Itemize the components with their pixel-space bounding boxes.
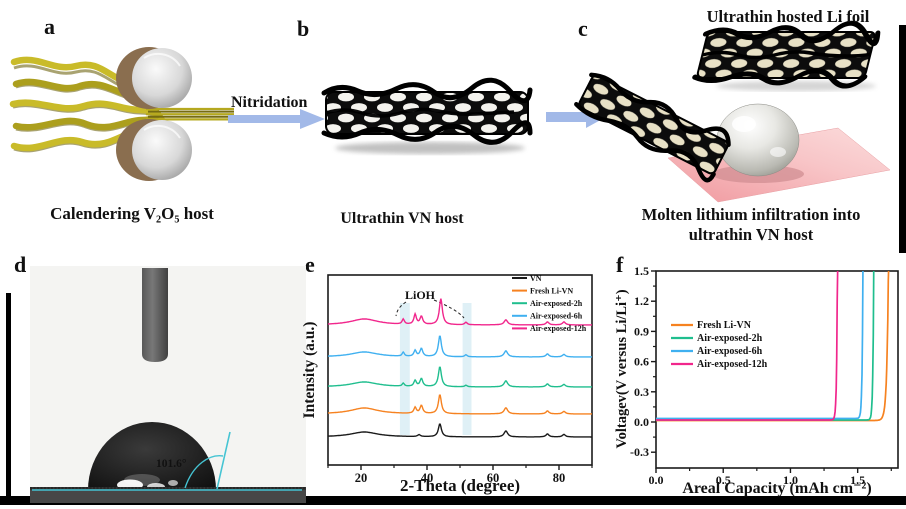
caption-c-line1: Molten lithium infiltration into xyxy=(641,205,861,224)
legend-label: Air-exposed-12h xyxy=(530,324,587,333)
xrd-series-VN xyxy=(328,423,592,438)
nitridation-arrow xyxy=(228,109,325,129)
cv-series-Air-exposed-2h xyxy=(656,271,875,421)
calendering-illustration xyxy=(9,47,234,181)
liOH-highlight-band xyxy=(462,303,472,435)
xrd-xlabel: 2-Theta (degree) xyxy=(400,476,520,495)
tangent-line-annotation xyxy=(216,431,231,490)
dome-highlight xyxy=(168,480,178,486)
nitridation-label: Nitridation xyxy=(231,94,308,111)
xrd-ylabel: Intensity (a.u.) xyxy=(301,322,318,419)
y-tick-label: 1.5 xyxy=(634,264,649,278)
panel-label-d: d xyxy=(14,252,27,277)
panel-label-b: b xyxy=(297,16,310,41)
calender-roller-bottom xyxy=(116,119,192,181)
figure-border-bottom xyxy=(0,496,906,505)
title-c: Ultrathin hosted Li foil xyxy=(706,7,870,26)
annotation-leader xyxy=(395,301,407,317)
caption-c-line2: ultrathin VN host xyxy=(688,225,814,244)
xrd-series-Air-exposed-6h xyxy=(328,335,593,358)
contact-angle-photo: 101.6° xyxy=(30,266,306,503)
y-tick-label: 0.3 xyxy=(634,385,649,399)
cv-series-Fresh Li-VN xyxy=(656,271,890,422)
vn-mesh xyxy=(321,77,533,154)
y-tick-label: 1.2 xyxy=(634,294,649,308)
panel-label-a: a xyxy=(44,14,55,39)
y-tick-label: -0.3 xyxy=(630,445,649,459)
legend-label: Air-exposed-2h xyxy=(697,333,763,344)
voltage-capacity-chart: 0.0 0.5 1.0 1.5-0.30.00.30.60.91.21.5Areal … xyxy=(615,264,899,497)
cv-xlabel: Areal Capacity (mAh cm⁻²) xyxy=(682,480,871,497)
x-tick-label: 1.0 xyxy=(783,473,798,487)
x-tick-label: 0.5 xyxy=(716,473,731,487)
figure-border-left xyxy=(6,293,11,504)
figure-border-right xyxy=(899,25,906,253)
x-tick-label: 0.0 xyxy=(649,473,664,487)
dispensing-needle xyxy=(142,268,168,362)
legend-label: Fresh Li-VN xyxy=(697,320,752,331)
contact-angle-value: 101.6° xyxy=(156,458,187,470)
xrd-chart: 20 40 60 80 2-Theta (degree) Intensity (a.u.)… xyxy=(301,274,593,495)
x-tick-label: 20 xyxy=(355,471,368,485)
liOH-highlight-band xyxy=(399,303,410,435)
plot-frame xyxy=(655,270,899,469)
cv-series-Air-exposed-6h xyxy=(656,271,864,420)
calender-roller-top xyxy=(116,47,192,109)
legend-label: Air-exposed-2h xyxy=(530,299,583,308)
mesh-shadow xyxy=(335,142,525,154)
pressed-sheet-stack xyxy=(146,107,234,121)
y-tick-label: 0.9 xyxy=(634,324,649,338)
legend-label: VN xyxy=(530,274,542,283)
x-tick-label: 40 xyxy=(421,471,434,485)
legend-label: Air-exposed-6h xyxy=(697,346,763,357)
cv-series-Air-exposed-12h xyxy=(656,271,839,421)
xrd-series-Air-exposed-2h xyxy=(328,366,593,388)
arrow-right-icon xyxy=(228,109,325,129)
panel-label-c: c xyxy=(578,16,588,41)
panel-label-e: e xyxy=(305,252,315,277)
y-tick-label: 0.6 xyxy=(634,355,649,369)
x-tick-label: 60 xyxy=(487,471,500,485)
legend-label: Air-exposed-6h xyxy=(530,312,583,321)
liOH-annotation: LiOH xyxy=(405,288,436,302)
panel-label-f: f xyxy=(616,252,624,277)
x-tick-label: 80 xyxy=(553,471,566,485)
cv-ylabel: Voltagev(V versus Li/Li⁺) xyxy=(615,289,630,448)
angle-arc-annotation xyxy=(184,455,224,489)
droplet-dome xyxy=(88,422,216,490)
xrd-series-Air-exposed-12h xyxy=(327,298,592,326)
vn-host-illustration xyxy=(321,77,533,154)
hosted-li-foil xyxy=(692,20,881,89)
legend-label: Fresh Li-VN xyxy=(530,286,573,295)
substrate-surface xyxy=(30,487,306,503)
x-tick-label: 1.5 xyxy=(850,473,865,487)
xrd-series-Fresh Li-VN xyxy=(327,394,592,415)
infiltration-illustration xyxy=(574,20,891,203)
caption-a: Calendering V₂O₅ host xyxy=(50,204,214,223)
vn-host-strip xyxy=(574,72,731,183)
caption-b: Ultrathin VN host xyxy=(340,210,464,227)
legend-label: Air-exposed-12h xyxy=(697,359,768,370)
y-tick-label: 0.0 xyxy=(634,415,649,429)
